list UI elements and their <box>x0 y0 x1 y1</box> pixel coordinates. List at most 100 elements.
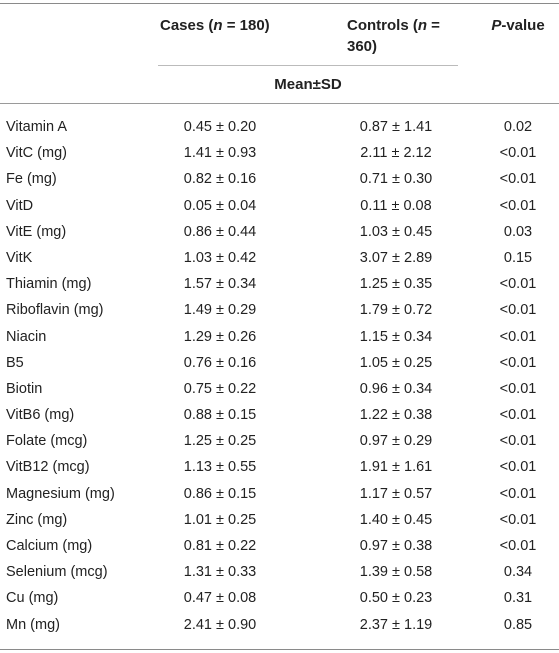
cases-value: 0.86 ± 0.44 <box>183 223 257 240</box>
table-row: Calcium (mg) 0.81 ± 0.22 0.97 ± 0.38 <0.01 <box>0 533 559 559</box>
cases-value: 0.88 ± 0.15 <box>183 407 257 424</box>
row-label: Cu (mg) <box>6 590 59 607</box>
cases-value: 1.31 ± 0.33 <box>183 564 257 581</box>
p-value: 0.15 <box>503 249 533 266</box>
controls-value: 1.40 ± 0.45 <box>359 511 433 528</box>
table-row: B5 0.76 ± 0.16 1.05 ± 0.25 <0.01 <box>0 350 559 376</box>
header-pvalue: P-value <box>478 15 558 36</box>
table-row: Folate (mcg) 1.25 ± 0.25 0.97 ± 0.29 <0.01 <box>0 428 559 454</box>
cases-value: 1.49 ± 0.29 <box>183 302 257 319</box>
controls-value: 1.05 ± 0.25 <box>359 354 433 371</box>
cases-value: 2.41 ± 0.90 <box>183 616 257 633</box>
cases-value: 1.25 ± 0.25 <box>183 433 257 450</box>
top-rule <box>0 3 559 4</box>
header-controls-n: n <box>417 17 427 34</box>
controls-value: 0.87 ± 1.41 <box>359 119 433 135</box>
controls-value: 0.97 ± 0.38 <box>359 538 433 554</box>
cases-value: 0.47 ± 0.08 <box>183 590 257 607</box>
p-value: <0.01 <box>499 459 537 476</box>
cases-value: 1.57 ± 0.34 <box>183 276 257 293</box>
cases-value: 1.29 ± 0.26 <box>183 328 257 345</box>
controls-value: 2.37 ± 1.19 <box>359 616 433 633</box>
table-row: VitD 0.05 ± 0.04 0.11 ± 0.08 <0.01 <box>0 193 559 219</box>
row-label: VitB12 (mcg) <box>6 459 90 476</box>
table-row: Vitamin A 0.45 ± 0.20 0.87 ± 1.41 0.02 <box>0 114 559 140</box>
p-value: <0.01 <box>499 328 537 345</box>
header-pvalue-suffix: -value <box>501 17 545 34</box>
header-bottom-rule <box>0 103 559 104</box>
table-row: VitB6 (mg) 0.88 ± 0.15 1.22 ± 0.38 <0.01 <box>0 402 559 428</box>
controls-value: 2.11 ± 2.12 <box>360 145 432 162</box>
p-value: <0.01 <box>499 538 537 554</box>
row-label: Vitamin A <box>6 119 67 135</box>
cases-value: 0.76 ± 0.16 <box>183 354 257 371</box>
header-cases-suffix: = 180) <box>222 17 270 34</box>
header-cases-n: n <box>213 17 223 34</box>
p-value: <0.01 <box>499 354 537 371</box>
cases-value: 0.82 ± 0.16 <box>183 171 257 188</box>
controls-value: 1.79 ± 0.72 <box>359 302 433 319</box>
row-label: Niacin <box>6 328 47 345</box>
header-cases: Cases (n = 180) <box>160 15 320 36</box>
table-row: Riboflavin (mg) 1.49 ± 0.29 1.79 ± 0.72 <0.… <box>0 297 559 323</box>
table-row: VitE (mg) 0.86 ± 0.44 1.03 ± 0.45 0.03 <box>0 219 559 245</box>
cases-value: 1.01 ± 0.25 <box>183 511 257 528</box>
table-row: VitK 1.03 ± 0.42 3.07 ± 2.89 0.15 <box>0 245 559 271</box>
row-label: VitB6 (mg) <box>6 407 75 424</box>
subheader-rule <box>158 65 458 66</box>
row-label: VitC (mg) <box>6 145 67 162</box>
p-value: <0.01 <box>499 171 537 188</box>
controls-value: 0.97 ± 0.29 <box>359 433 433 450</box>
table-row: Cu (mg) 0.47 ± 0.08 0.50 ± 0.23 0.31 <box>0 585 559 611</box>
cases-value: 0.86 ± 0.15 <box>183 485 257 502</box>
header-controls-suffix: = 360) <box>347 17 440 55</box>
controls-value: 1.25 ± 0.35 <box>359 276 433 293</box>
header-controls-prefix: Controls ( <box>347 17 418 34</box>
header-cases-prefix: Cases ( <box>160 17 214 34</box>
row-label: VitD <box>6 197 34 214</box>
table-row: Fe (mg) 0.82 ± 0.16 0.71 ± 0.30 <0.01 <box>0 166 559 192</box>
row-label: Folate (mcg) <box>6 433 88 450</box>
controls-value: 1.17 ± 0.57 <box>359 485 433 502</box>
p-value: 0.02 <box>503 119 533 135</box>
cases-value: 0.75 ± 0.22 <box>183 380 257 397</box>
row-label: Magnesium (mg) <box>6 485 115 502</box>
cases-value: 0.81 ± 0.22 <box>183 538 257 554</box>
p-value: <0.01 <box>499 380 537 397</box>
cases-value: 1.13 ± 0.55 <box>183 459 257 476</box>
controls-value: 3.07 ± 2.89 <box>359 249 433 266</box>
p-value: <0.01 <box>499 302 537 319</box>
row-label: Calcium (mg) <box>6 538 93 554</box>
row-label: VitE (mg) <box>6 223 67 240</box>
table-row: Niacin 1.29 ± 0.26 1.15 ± 0.34 <0.01 <box>0 324 559 350</box>
cases-value: 1.03 ± 0.42 <box>183 249 257 266</box>
row-label: Biotin <box>6 380 43 397</box>
p-value: <0.01 <box>499 197 537 214</box>
cases-value: 0.05 ± 0.04 <box>183 197 257 214</box>
controls-value: 0.71 ± 0.30 <box>359 171 433 188</box>
p-value: 0.03 <box>503 223 533 240</box>
controls-value: 0.50 ± 0.23 <box>359 590 433 607</box>
row-label: Thiamin (mg) <box>6 276 92 293</box>
p-value: <0.01 <box>499 276 537 293</box>
table-row: Thiamin (mg) 1.57 ± 0.34 1.25 ± 0.35 <0.01 <box>0 271 559 297</box>
table-row: VitC (mg) 1.41 ± 0.93 2.11 ± 2.12 <0.01 <box>0 140 559 166</box>
table-row: Biotin 0.75 ± 0.22 0.96 ± 0.34 <0.01 <box>0 376 559 402</box>
table-row: Zinc (mg) 1.01 ± 0.25 1.40 ± 0.45 <0.01 <box>0 507 559 533</box>
table-row: Magnesium (mg) 0.86 ± 0.15 1.17 ± 0.57 <0.0… <box>0 481 559 507</box>
controls-value: 1.39 ± 0.58 <box>359 564 433 581</box>
controls-value: 1.15 ± 0.34 <box>359 328 433 345</box>
cases-value: 1.41 ± 0.93 <box>183 145 257 162</box>
cases-value: 0.45 ± 0.20 <box>183 119 257 135</box>
row-label: VitK <box>6 249 33 266</box>
row-label: Mn (mg) <box>6 616 60 633</box>
p-value: <0.01 <box>499 407 537 424</box>
table-row: VitB12 (mcg) 1.13 ± 0.55 1.91 ± 1.61 <0.01 <box>0 454 559 480</box>
controls-value: 1.91 ± 1.61 <box>359 459 433 476</box>
table-row: Selenium (mcg) 1.31 ± 0.33 1.39 ± 0.58 0.34 <box>0 559 559 585</box>
controls-value: 0.11 ± 0.08 <box>360 197 432 214</box>
table-header: Cases (n = 180) Controls (n = 360) P-val… <box>0 4 559 103</box>
table-row: Mn (mg) 2.41 ± 0.90 2.37 ± 1.19 0.85 <box>0 612 559 638</box>
row-label: Riboflavin (mg) <box>6 302 104 319</box>
